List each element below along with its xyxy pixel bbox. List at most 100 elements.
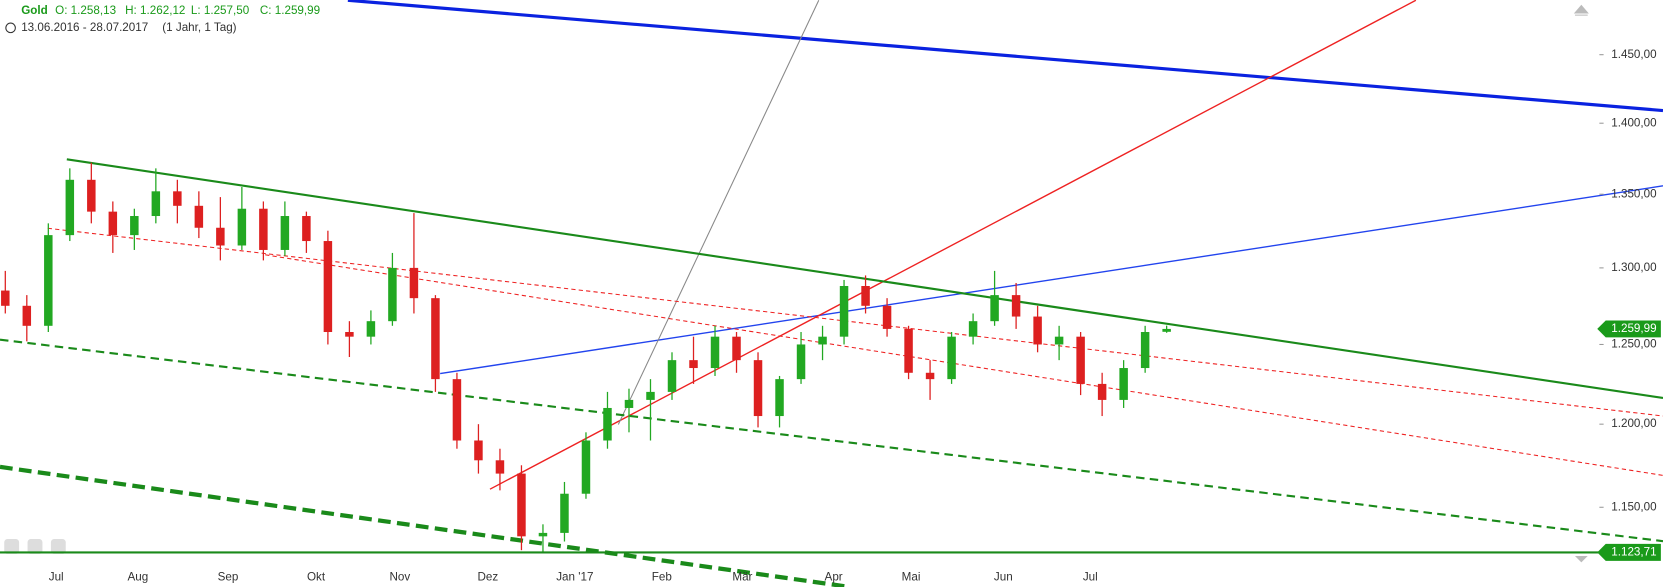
x-tick-label: Mai — [902, 570, 921, 583]
candle-body — [560, 493, 569, 533]
price-tag — [1597, 543, 1661, 561]
y-tick-label: 1.450,00 — [1611, 48, 1657, 61]
candle-body — [409, 267, 419, 299]
y-tick-label: 1.400,00 — [1611, 116, 1657, 129]
scroll-up[interactable] — [1573, 4, 1589, 16]
candle-body — [259, 208, 268, 250]
price-tag-label: 1.259,99 — [1611, 322, 1656, 335]
candle-body — [173, 191, 182, 206]
candle-body — [646, 391, 655, 400]
candle-body — [882, 305, 892, 329]
trend-line — [347, 0, 1663, 113]
x-tick-label: Dez — [478, 570, 499, 583]
candle-body — [302, 216, 311, 242]
x-tick-label: Feb — [652, 570, 672, 583]
candle-body — [947, 336, 956, 380]
candle-body — [130, 216, 139, 236]
candle-body — [1076, 336, 1085, 384]
y-tick-label: 1.300,00 — [1611, 261, 1657, 274]
x-tick-label: Nov — [389, 570, 410, 583]
candle-body — [710, 336, 720, 369]
candle-body — [904, 328, 913, 373]
x-tick-label: Jul — [1083, 570, 1098, 583]
trend-line — [617, 0, 820, 425]
candle-body — [796, 344, 806, 380]
price-tag-label: 1.123,71 — [1611, 545, 1656, 558]
y-tick-label: 1.350,00 — [1611, 187, 1657, 200]
trend-line — [0, 464, 849, 587]
candle-body — [818, 336, 827, 345]
candle-body — [517, 473, 526, 537]
candle-body — [216, 227, 225, 246]
candle-body — [280, 216, 290, 250]
candle-body — [452, 379, 462, 441]
x-tick-label: Apr — [825, 570, 843, 583]
candle-body — [925, 372, 935, 380]
trend-line — [47, 227, 1663, 417]
candle-body — [968, 321, 978, 337]
trend-line — [0, 338, 1663, 543]
x-tick-label: Sep — [218, 570, 239, 583]
candle-body — [581, 440, 591, 494]
x-tick-label: Jul — [49, 570, 64, 583]
trend-line — [489, 0, 1417, 490]
candle-body — [388, 267, 397, 322]
candle-body — [753, 360, 763, 417]
x-tick-label: Okt — [307, 570, 326, 583]
tool-button[interactable] — [4, 539, 20, 554]
ohlc: L: 1.257,50 — [191, 4, 250, 17]
trend-line — [66, 158, 1663, 400]
candle-body — [839, 285, 849, 337]
date-range: 13.06.2016 - 28.07.2017 — [21, 21, 148, 34]
candle-body — [689, 360, 698, 369]
candle-body — [44, 235, 53, 326]
candle-body — [366, 321, 376, 337]
candle-body — [667, 360, 677, 392]
candle-body — [495, 460, 505, 474]
candle-body — [108, 211, 118, 236]
y-tick-label: 1.250,00 — [1611, 338, 1657, 351]
tool-button[interactable] — [50, 539, 66, 554]
x-tick-label: Jun — [994, 570, 1013, 583]
ohlc: C: 1.259,99 — [260, 4, 320, 17]
ohlc: O: 1.258,13 — [55, 4, 116, 17]
candle-body — [1140, 332, 1150, 369]
candle-body — [1097, 383, 1107, 400]
trend-line — [440, 185, 1663, 375]
candle-body — [87, 179, 96, 212]
candle-body — [194, 205, 204, 228]
candle-body — [151, 191, 161, 217]
trend-line — [265, 254, 1663, 476]
x-tick-label: Mär — [732, 570, 752, 583]
candle-body — [1, 290, 10, 306]
candle-body — [22, 305, 32, 326]
candle-body — [732, 336, 741, 361]
y-tick-label: 1.200,00 — [1611, 417, 1657, 430]
candle-body — [323, 241, 333, 333]
candle-body — [990, 295, 999, 322]
x-tick-label: Jan '17 — [556, 570, 593, 583]
candle-body — [1119, 368, 1128, 400]
candle-body — [237, 208, 247, 246]
candles — [1, 162, 1171, 552]
period: (1 Jahr, 1 Tag) — [162, 21, 236, 34]
candle-body — [1011, 295, 1021, 317]
x-tick-label: Aug — [128, 570, 149, 583]
candle-body — [345, 332, 354, 337]
candle-body — [431, 298, 440, 380]
price-tag — [1597, 320, 1661, 338]
y-tick-label: 1.150,00 — [1611, 500, 1657, 513]
candle-body — [775, 379, 784, 417]
candle-body — [624, 399, 634, 408]
scroll-down[interactable] — [1574, 555, 1588, 563]
tool-button[interactable] — [27, 539, 43, 554]
candle-body — [65, 179, 75, 236]
candle-body — [1162, 328, 1171, 332]
ohlc: H: 1.262,12 — [125, 4, 185, 17]
clock-icon — [5, 22, 16, 34]
candle-body — [603, 407, 612, 441]
candle-body — [1054, 336, 1064, 345]
